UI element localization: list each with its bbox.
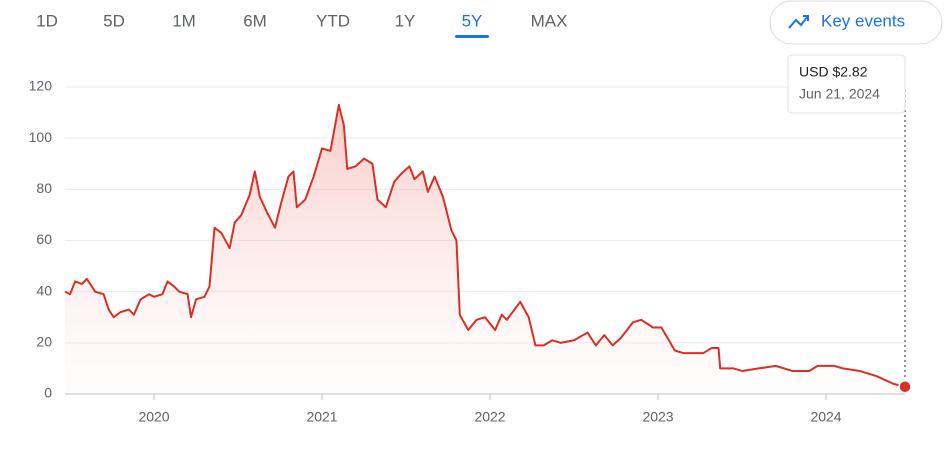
- range-tabs: 1D 5D 1M 6M YTD 1Y 5Y MAX: [36, 11, 567, 38]
- y-tick-label: 80: [36, 180, 52, 196]
- range-tab[interactable]: 1Y: [395, 11, 416, 30]
- tooltip: USD $2.82 Jun 21, 2024: [787, 54, 906, 114]
- range-tab[interactable]: 6M: [243, 11, 267, 30]
- x-tick-label: 2024: [810, 409, 841, 425]
- range-tab[interactable]: 5D: [103, 11, 125, 30]
- range-tab[interactable]: MAX: [531, 11, 568, 30]
- x-tick-label: 2023: [642, 409, 673, 425]
- y-tick-label: 40: [36, 282, 52, 298]
- tooltip-date: Jun 21, 2024: [799, 86, 880, 102]
- trend-icon: [788, 15, 809, 29]
- range-tab[interactable]: 1M: [172, 11, 196, 30]
- plot: 0 20 40 60 80 100 120 2020 2021 2022 2023 2024: [29, 78, 912, 425]
- y-tick-label: 0: [44, 385, 52, 401]
- tooltip-box: [787, 54, 906, 114]
- range-tab[interactable]: 5Y: [462, 11, 483, 30]
- y-tick-label: 100: [29, 129, 53, 145]
- tooltip-price: USD $2.82: [799, 64, 868, 80]
- y-tick-label: 60: [36, 231, 52, 247]
- x-tick-label: 2020: [138, 409, 169, 425]
- y-tick-label: 20: [36, 334, 52, 350]
- tab-underline: [455, 35, 489, 38]
- key-events-button[interactable]: Key events: [769, 0, 943, 45]
- range-tab[interactable]: YTD: [316, 11, 350, 30]
- range-tab[interactable]: 1D: [36, 11, 58, 30]
- x-tick-label: 2021: [306, 409, 337, 425]
- price-area: [65, 104, 905, 395]
- button-frame[interactable]: [769, 0, 943, 45]
- x-tick-label: 2022: [474, 409, 505, 425]
- current-point: [898, 380, 912, 394]
- trend-icon-arrow: [803, 15, 809, 21]
- y-tick-label: 120: [29, 78, 53, 94]
- price-line: [64, 103, 906, 388]
- key-events-label[interactable]: Key events: [821, 11, 905, 30]
